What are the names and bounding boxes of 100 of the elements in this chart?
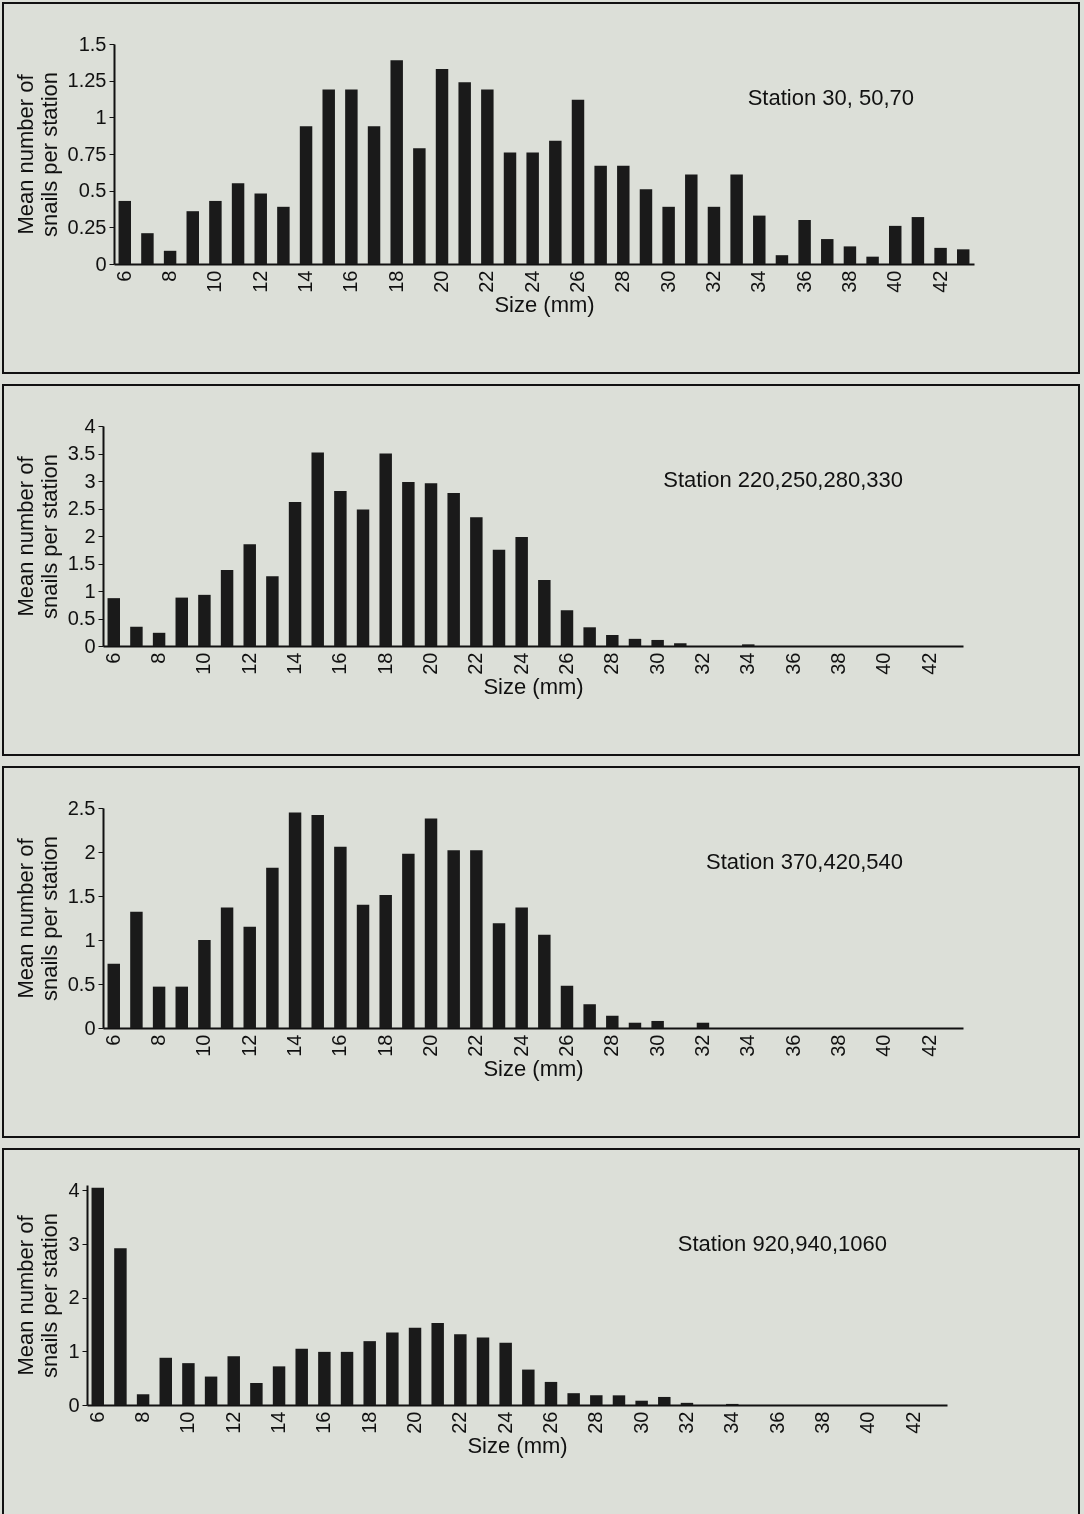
x-tick-label: 24: [520, 270, 543, 293]
y-tick-label: 2: [68, 1286, 80, 1309]
text: Station 920,940,1060: [677, 1231, 887, 1257]
x-tick-label: 34: [720, 1411, 743, 1434]
x-tick-label: 34: [736, 1034, 759, 1057]
x-tick-label: 26: [538, 1411, 561, 1434]
x-tick-label: 38: [837, 270, 860, 293]
y-tick-label: 4: [84, 414, 96, 437]
y-tick-label: 1.25: [67, 69, 107, 92]
x-tick-label: 32: [701, 270, 724, 293]
x-tick-label: 14: [283, 652, 306, 675]
x-tick-label: 12: [237, 652, 260, 675]
y-tick-label: 0.5: [67, 607, 96, 629]
x-tick-label: 22: [448, 1411, 471, 1434]
y-tick-label: 0: [84, 634, 96, 657]
x-tick-label: 20: [419, 1034, 442, 1057]
y-tick-label: 0.5: [67, 972, 96, 995]
y-tick-label: 1: [95, 105, 107, 128]
x-axis-title: Size (mm): [483, 673, 584, 699]
y-tick-label: 1: [84, 579, 96, 602]
y-tick-label: 4: [68, 1178, 80, 1201]
x-tick-label: 36: [792, 270, 815, 293]
x-tick-label: 14: [283, 1034, 306, 1057]
y-tick-label: 2.5: [67, 497, 96, 519]
x-tick-label: 8: [147, 1034, 170, 1046]
y-axis-title: Mean number of snails per station: [13, 1212, 63, 1379]
x-tick-label: 6: [85, 1411, 108, 1423]
text: Station 220,250,280,330: [663, 467, 903, 492]
x-tick-label: 8: [158, 270, 181, 282]
y-tick-label: 2: [84, 524, 96, 547]
x-axis-title: Size (mm): [494, 291, 595, 317]
x-tick-label: 24: [509, 1034, 532, 1057]
x-axis-title: Size (mm): [483, 1055, 584, 1081]
x-tick-label: 6: [101, 652, 124, 664]
x-tick-label: 10: [176, 1411, 199, 1434]
y-tick-label: 0: [84, 1016, 96, 1039]
y-tick-label: 2: [84, 840, 96, 863]
x-axis-title: Size (mm): [467, 1432, 568, 1458]
x-tick-label: 22: [475, 270, 498, 293]
x-tick-label: 30: [645, 652, 668, 675]
x-tick-label: 8: [147, 652, 170, 664]
x-tick-label: 6: [112, 270, 135, 282]
x-tick-label: 12: [248, 270, 271, 293]
y-tick-label: 1.5: [67, 552, 96, 574]
x-tick-label: 16: [328, 652, 351, 675]
x-tick-label: 30: [629, 1411, 652, 1434]
x-tick-label: 42: [917, 1034, 940, 1057]
x-tick-label: 6: [101, 1034, 124, 1046]
x-tick-label: 20: [419, 652, 442, 675]
x-tick-label: 32: [674, 1411, 697, 1434]
x-tick-label: 26: [565, 270, 588, 293]
x-tick-label: 32: [690, 1034, 713, 1057]
x-tick-label: 36: [781, 1034, 804, 1057]
x-tick-label: 40: [856, 1411, 879, 1434]
x-tick-label: 30: [645, 1034, 668, 1057]
x-tick-label: 42: [901, 1411, 924, 1434]
text: Station 370,420,540: [706, 849, 903, 874]
x-tick-label: 12: [221, 1411, 244, 1434]
x-tick-label: 12: [237, 1034, 260, 1057]
x-tick-label: 24: [509, 652, 532, 675]
x-tick-label: 28: [584, 1411, 607, 1434]
x-tick-label: 14: [267, 1411, 290, 1434]
y-tick-label: 1.5: [78, 32, 107, 55]
y-tick-label: 0: [68, 1393, 80, 1416]
y-axis-title: Mean number of snails per station: [12, 71, 62, 238]
y-tick-label: 3: [84, 469, 96, 492]
x-tick-label: 20: [403, 1411, 426, 1434]
x-tick-label: 20: [430, 270, 453, 293]
x-tick-label: 16: [339, 270, 362, 293]
x-tick-label: 36: [765, 1411, 788, 1434]
y-axis-title: Mean number of snails per station: [12, 835, 62, 1002]
x-tick-label: 42: [917, 652, 940, 675]
x-tick-label: 10: [192, 652, 215, 675]
x-tick-label: 18: [357, 1411, 380, 1434]
y-tick-label: 0.25: [67, 215, 107, 238]
x-tick-label: 22: [464, 652, 487, 675]
x-tick-label: 30: [656, 270, 679, 293]
x-tick-label: 26: [554, 652, 577, 675]
x-tick-label: 28: [611, 270, 634, 293]
y-tick-label: 1.5: [67, 884, 96, 907]
x-tick-label: 38: [826, 1034, 849, 1057]
x-tick-label: 40: [883, 270, 906, 293]
x-tick-label: 42: [928, 270, 951, 293]
x-tick-label: 28: [600, 652, 623, 675]
text: Station 30, 50,70: [747, 85, 914, 110]
x-tick-label: 24: [493, 1411, 516, 1434]
x-tick-label: 8: [131, 1411, 154, 1423]
x-tick-label: 10: [203, 270, 226, 293]
x-tick-label: 32: [690, 652, 713, 675]
y-tick-label: 1: [84, 928, 96, 951]
x-tick-label: 22: [464, 1034, 487, 1057]
x-tick-label: 26: [554, 1034, 577, 1057]
y-tick-label: 3: [68, 1232, 80, 1255]
x-tick-label: 10: [192, 1034, 215, 1057]
y-tick-label: 0.75: [67, 142, 107, 165]
x-tick-label: 34: [736, 652, 759, 675]
x-tick-label: 40: [872, 1034, 895, 1057]
x-tick-label: 38: [826, 652, 849, 675]
y-axis-title: Mean number of snails per station: [12, 453, 62, 620]
y-tick-label: 1: [68, 1339, 80, 1362]
